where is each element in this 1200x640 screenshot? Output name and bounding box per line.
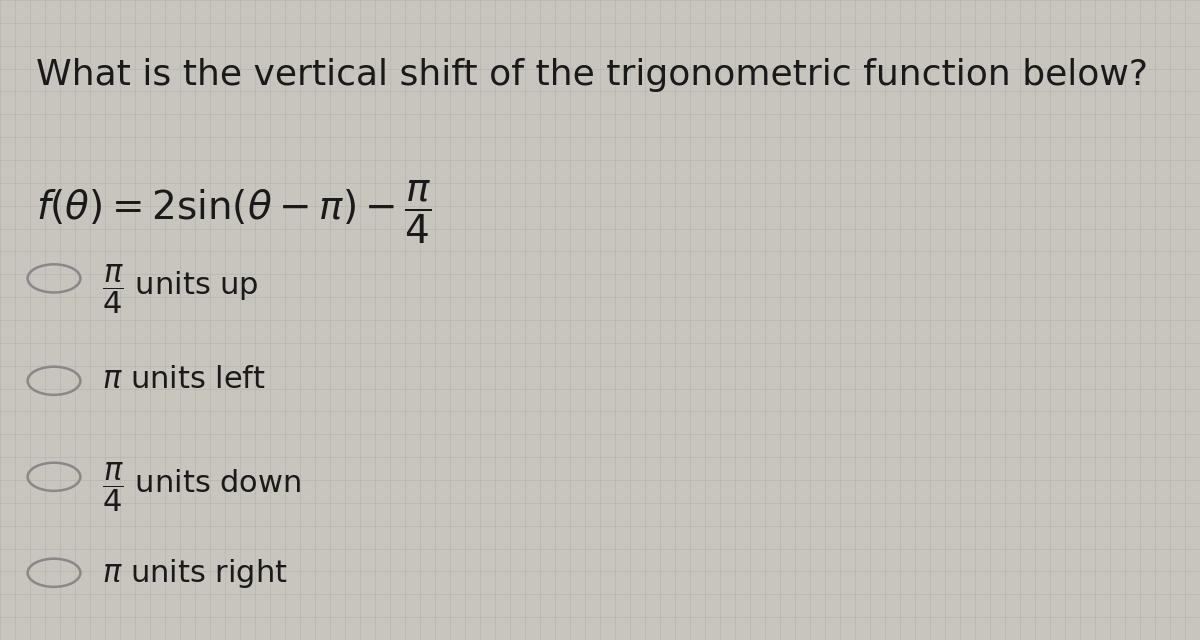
Text: $\pi$ units right: $\pi$ units right bbox=[102, 557, 288, 590]
Text: $\dfrac{\pi}{4}$ units down: $\dfrac{\pi}{4}$ units down bbox=[102, 461, 301, 515]
Text: What is the vertical shift of the trigonometric function below?: What is the vertical shift of the trigon… bbox=[36, 58, 1148, 92]
Text: $\dfrac{\pi}{4}$ units up: $\dfrac{\pi}{4}$ units up bbox=[102, 262, 259, 316]
Text: $\pi$ units left: $\pi$ units left bbox=[102, 365, 266, 394]
Text: $f(\theta) = 2\sin(\theta - \pi) - \dfrac{\pi}{4}$: $f(\theta) = 2\sin(\theta - \pi) - \dfra… bbox=[36, 179, 432, 246]
